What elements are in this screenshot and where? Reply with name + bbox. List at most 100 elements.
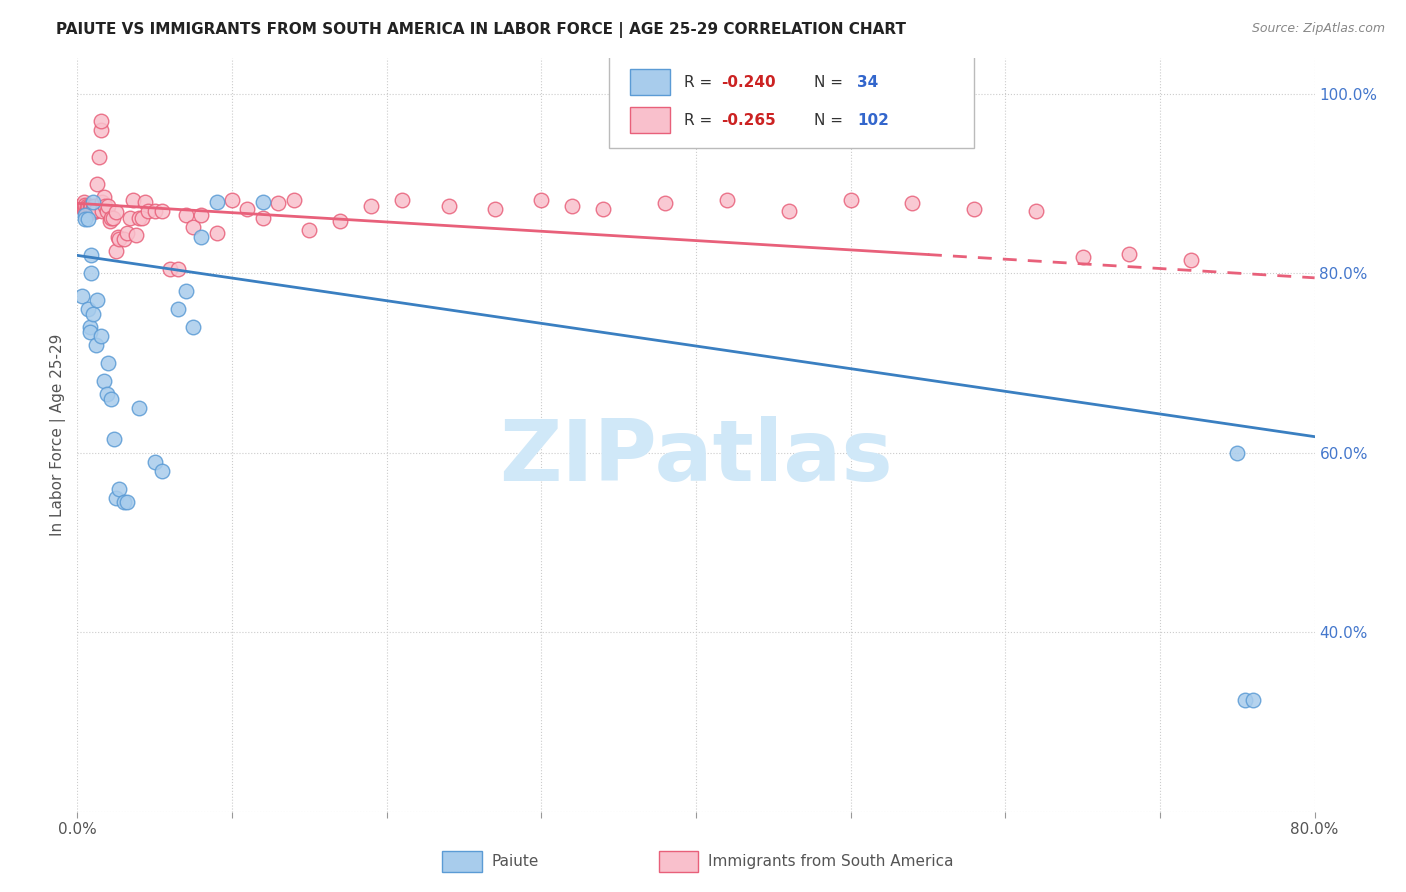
Point xyxy=(1025,203,1047,218)
Point xyxy=(112,495,135,509)
Point xyxy=(716,193,738,207)
FancyBboxPatch shape xyxy=(609,54,974,148)
Point xyxy=(159,261,181,276)
Point xyxy=(90,122,111,136)
Text: N =: N = xyxy=(814,75,848,90)
Point xyxy=(183,219,205,234)
Point xyxy=(105,491,127,505)
Point xyxy=(115,226,138,240)
Point xyxy=(84,203,107,218)
Point xyxy=(96,387,118,401)
Point xyxy=(84,202,107,217)
Point xyxy=(190,208,212,222)
Point xyxy=(267,196,290,211)
Point xyxy=(101,211,124,225)
Point xyxy=(75,208,96,222)
Point xyxy=(152,464,174,478)
Text: 102: 102 xyxy=(856,113,889,128)
Point xyxy=(298,223,321,237)
Point xyxy=(108,482,131,496)
Point xyxy=(70,198,93,212)
Point xyxy=(83,199,105,213)
Point xyxy=(105,244,127,258)
Point xyxy=(77,200,100,214)
Point xyxy=(69,199,91,213)
Text: R =: R = xyxy=(683,75,717,90)
Point xyxy=(901,196,924,211)
Point xyxy=(183,320,205,334)
Point xyxy=(86,293,108,308)
Point xyxy=(167,302,190,317)
Point xyxy=(100,392,122,406)
Point xyxy=(107,230,129,244)
Point xyxy=(75,212,96,227)
Point xyxy=(252,194,274,209)
Point xyxy=(79,199,101,213)
Point xyxy=(97,356,120,370)
Point xyxy=(94,199,117,213)
Point xyxy=(143,455,166,469)
Point xyxy=(122,193,145,207)
Text: N =: N = xyxy=(814,113,848,128)
Text: Paiute: Paiute xyxy=(492,854,538,869)
Bar xyxy=(630,70,671,95)
Bar xyxy=(630,107,671,134)
Point xyxy=(80,201,103,215)
Point xyxy=(90,113,111,128)
Point xyxy=(1234,692,1257,706)
Point xyxy=(90,329,111,343)
Point xyxy=(108,232,131,246)
Bar xyxy=(443,851,482,872)
Point xyxy=(98,214,121,228)
Point xyxy=(70,289,93,303)
Point xyxy=(86,177,108,191)
Point xyxy=(82,194,104,209)
Point xyxy=(72,194,94,209)
Point xyxy=(530,193,553,207)
Point xyxy=(77,212,100,227)
Point xyxy=(283,193,305,207)
Text: PAIUTE VS IMMIGRANTS FROM SOUTH AMERICA IN LABOR FORCE | AGE 25-29 CORRELATION C: PAIUTE VS IMMIGRANTS FROM SOUTH AMERICA … xyxy=(56,22,907,38)
Point xyxy=(561,199,583,213)
Text: -0.240: -0.240 xyxy=(721,75,775,90)
Text: -0.265: -0.265 xyxy=(721,113,776,128)
Point xyxy=(134,194,156,209)
Point xyxy=(87,150,110,164)
Point xyxy=(190,230,212,244)
Text: 34: 34 xyxy=(856,75,879,90)
Point xyxy=(1118,246,1140,260)
Point xyxy=(1180,252,1202,267)
Point xyxy=(105,205,127,219)
Point xyxy=(76,202,98,216)
Point xyxy=(91,194,114,209)
Point xyxy=(128,211,150,225)
Text: R =: R = xyxy=(683,113,717,128)
Point xyxy=(76,199,98,213)
Point xyxy=(778,203,800,218)
Point xyxy=(93,190,115,204)
Text: ZIPatlas: ZIPatlas xyxy=(499,416,893,499)
Point xyxy=(79,202,101,216)
Point xyxy=(80,200,103,214)
Text: Immigrants from South America: Immigrants from South America xyxy=(709,854,953,869)
Point xyxy=(82,307,104,321)
Point xyxy=(93,374,115,388)
Point xyxy=(96,203,118,218)
Point xyxy=(152,203,174,218)
Point xyxy=(329,214,352,228)
Point xyxy=(167,261,190,276)
Point xyxy=(103,433,125,447)
Point xyxy=(592,202,614,216)
Point xyxy=(437,199,460,213)
Point xyxy=(1071,250,1094,264)
Point xyxy=(138,203,160,218)
Point xyxy=(115,495,138,509)
Point xyxy=(82,202,104,216)
Point xyxy=(80,248,103,262)
Point xyxy=(654,196,676,211)
Point xyxy=(91,203,114,218)
Point xyxy=(79,325,101,339)
Text: Source: ZipAtlas.com: Source: ZipAtlas.com xyxy=(1251,22,1385,36)
Point xyxy=(236,202,259,216)
Point xyxy=(839,193,862,207)
